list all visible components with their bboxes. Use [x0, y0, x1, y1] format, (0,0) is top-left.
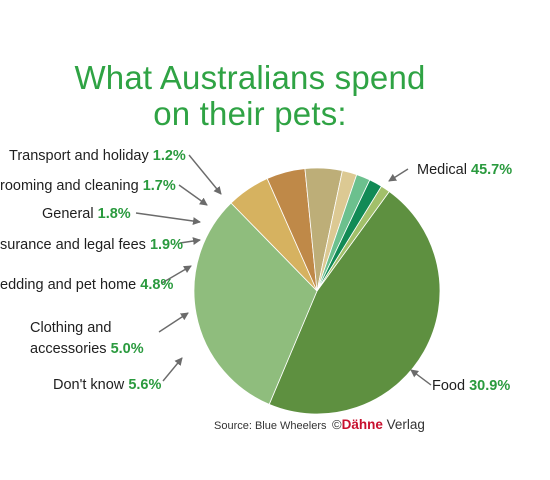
label-bedding: edding and pet home 4.8%: [0, 277, 174, 293]
leader-arrow-bedding: [161, 265, 192, 284]
leader-arrow-clothing: [158, 312, 189, 333]
chart-title-line-1: What Australians spend: [74, 59, 426, 96]
source-note: Source: Blue Wheelers: [214, 420, 327, 432]
brand-name-rest: Verlag: [382, 417, 425, 432]
leader-arrow-transport: [188, 154, 222, 195]
label-clothing: Clothing and accessories 5.0%: [30, 320, 144, 357]
label-grooming: rooming and cleaning 1.7%: [0, 178, 176, 194]
label-food: Food 30.9%: [432, 378, 511, 394]
label-medical: Medical 45.7%: [417, 162, 513, 178]
leader-arrow-insurance: [179, 237, 201, 245]
chart-title-line-2: on their pets:: [153, 95, 347, 132]
brand-name-red: Dähne: [341, 417, 383, 432]
leader-arrow-food: [410, 369, 432, 386]
label-general: General 1.8%: [42, 206, 131, 222]
pie-slice-transport: [316, 185, 390, 292]
leader-arrow-general: [135, 212, 201, 225]
leader-arrow-grooming: [178, 184, 208, 206]
publisher-brand: ©Dähne Verlag: [332, 417, 425, 432]
leader-arrow-medical: [388, 168, 409, 182]
pie-slice-food: [193, 202, 318, 405]
label-transport: Transport and holiday 1.2%: [9, 148, 186, 164]
leader-arrow-dont-know: [162, 357, 183, 382]
label-insurance: surance and legal fees 1.9%: [0, 237, 183, 253]
copyright-symbol: ©: [332, 417, 342, 432]
label-dont-know: Don't know 5.6%: [53, 377, 162, 393]
pie-slice-medical: [268, 190, 441, 415]
